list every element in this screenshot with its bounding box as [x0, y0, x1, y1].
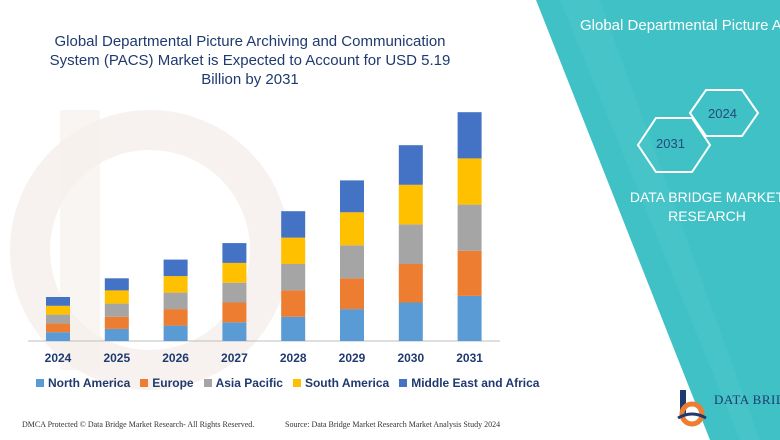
- bar-segment-2030-north-america: [398, 302, 423, 341]
- bar-segment-2029-asia-pacific: [340, 245, 364, 279]
- bar-segment-2027-asia-pacific: [222, 282, 247, 303]
- x-tick-label-2030: 2030: [397, 351, 424, 365]
- x-tick-label-2028: 2028: [280, 351, 307, 365]
- chart-title: Global Departmental Picture Archiving an…: [49, 33, 451, 88]
- bar-segment-2026-europe: [163, 309, 188, 326]
- bar-segment-2025-south-america: [104, 290, 129, 304]
- bar-segment-2027-north-america: [222, 322, 247, 341]
- bar-segment-2030-asia-pacific: [398, 224, 423, 264]
- bar-segment-2027-europe: [222, 302, 247, 323]
- footer-source: Source: Data Bridge Market Research Mark…: [285, 420, 501, 429]
- bar-segment-2029-south-america: [340, 212, 364, 246]
- bar-segment-2026-asia-pacific: [163, 292, 188, 310]
- bar-segment-2025-asia-pacific: [104, 303, 129, 317]
- bar-segment-2031-europe: [457, 250, 482, 296]
- legend-label: South America: [304, 376, 390, 390]
- bar-segment-2028-asia-pacific: [281, 264, 306, 291]
- legend-label: Middle East and Africa: [411, 376, 540, 390]
- x-tick-label-2026: 2026: [162, 351, 189, 365]
- legend-item-north-america: North America: [36, 376, 130, 390]
- legend-swatch: [36, 379, 44, 387]
- bar-segment-2026-middle-east-and-africa: [163, 259, 188, 277]
- bar-segment-2029-north-america: [340, 309, 364, 341]
- hexagon-label-2024: 2024: [708, 106, 737, 121]
- bar-segment-2026-north-america: [163, 325, 188, 341]
- side-panel-title: Global Departmental Picture Archiving an…: [580, 17, 780, 34]
- bar-segment-2030-south-america: [398, 184, 423, 225]
- data-bridge-logo-text: DATA BRIDGE: [714, 392, 780, 407]
- bar-segment-2027-middle-east-and-africa: [222, 243, 247, 263]
- bar-segment-2025-north-america: [104, 328, 129, 341]
- x-tick-label-2027: 2027: [221, 351, 248, 365]
- bar-segment-2025-middle-east-and-africa: [104, 278, 129, 291]
- legend-label: Europe: [152, 376, 194, 390]
- legend-swatch: [203, 379, 212, 387]
- footer-dmca: DMCA Protected © Data Bridge Market Rese…: [22, 420, 255, 429]
- legend-swatch: [140, 379, 149, 387]
- bar-segment-2030-europe: [398, 264, 423, 303]
- bar-segment-2026-south-america: [163, 276, 188, 293]
- bar-segment-2024-asia-pacific: [46, 314, 70, 324]
- bar-segment-2028-south-america: [281, 237, 306, 264]
- bar-segment-2031-south-america: [457, 158, 482, 205]
- bar-segment-2024-south-america: [46, 305, 70, 315]
- legend-item-asia-pacific: Asia Pacific: [203, 376, 283, 390]
- bar-segment-2029-middle-east-and-africa: [340, 180, 364, 213]
- legend-item-europe: Europe: [140, 376, 194, 390]
- x-tick-label-2025: 2025: [103, 351, 130, 365]
- bar-segment-2024-middle-east-and-africa: [46, 297, 70, 306]
- data-bridge-logo-icon: [677, 390, 707, 427]
- bar-segment-2024-europe: [46, 323, 70, 333]
- hexagon-label-2031: 2031: [656, 136, 685, 151]
- legend-item-south-america: South America: [292, 376, 390, 390]
- bar-segment-2031-north-america: [457, 295, 482, 341]
- bar-segment-2031-asia-pacific: [457, 204, 482, 251]
- x-tick-label-2029: 2029: [339, 351, 366, 365]
- legend-swatch: [399, 379, 408, 387]
- x-tick-label-2024: 2024: [45, 351, 72, 365]
- bar-segment-2028-middle-east-and-africa: [281, 211, 306, 238]
- legend-label: Asia Pacific: [215, 376, 283, 390]
- legend-label: North America: [48, 376, 131, 390]
- bar-segment-2028-north-america: [281, 316, 306, 341]
- chart-legend: North America Europe Asia Pacific South Ame…: [36, 376, 539, 390]
- legend-item-middle-east-and-africa: Middle East and Africa: [399, 376, 539, 390]
- bar-segment-2027-south-america: [222, 262, 247, 283]
- bar-segment-2030-middle-east-and-africa: [398, 145, 423, 185]
- bar-segment-2028-europe: [281, 290, 306, 317]
- x-tick-label-2031: 2031: [456, 351, 483, 365]
- bar-segment-2024-north-america: [46, 332, 70, 341]
- bar-segment-2025-europe: [104, 316, 129, 329]
- legend-swatch: [292, 379, 301, 387]
- bar-segment-2029-europe: [340, 278, 364, 310]
- stacked-bar-chart: 2024 2025 2026 2027 2028 2029 2030 2031: [28, 112, 500, 365]
- side-panel-brand: DATA BRIDGE MARKET RESEARCH: [629, 189, 780, 224]
- bar-segment-2031-middle-east-and-africa: [457, 112, 482, 159]
